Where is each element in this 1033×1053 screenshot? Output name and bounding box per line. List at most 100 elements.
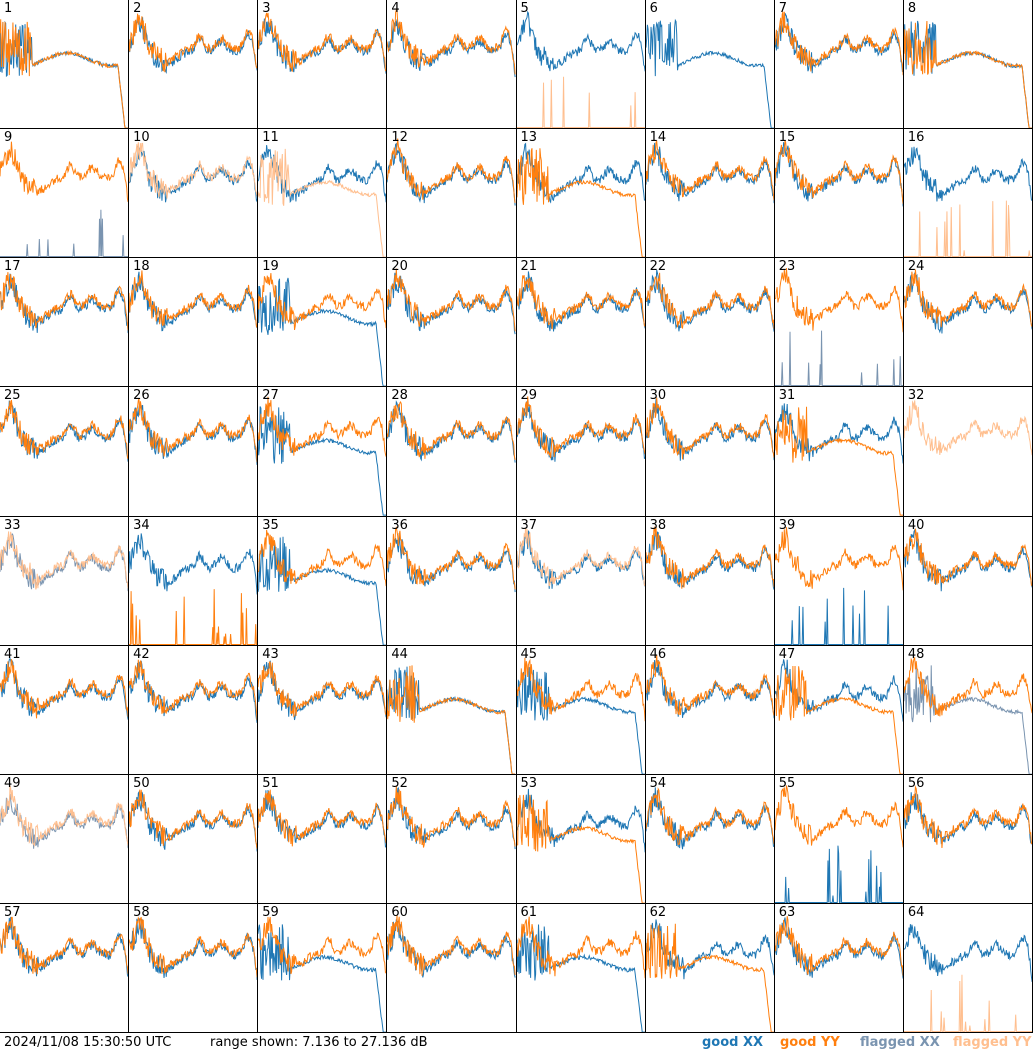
panel-13: 13 <box>516 129 646 259</box>
series-yy-line <box>775 666 903 774</box>
series-xx-line <box>904 792 1032 844</box>
panel-plot <box>387 0 515 128</box>
panel-plot <box>387 387 515 515</box>
panel-number: 28 <box>391 388 408 404</box>
series-yy-line <box>0 785 128 845</box>
panel-54: 54 <box>645 774 775 904</box>
panel-60: 60 <box>387 903 517 1033</box>
panel-plot <box>387 258 515 386</box>
panel-34: 34 <box>129 516 259 646</box>
panel-number: 47 <box>778 646 796 662</box>
panel-57: 57 <box>0 903 130 1033</box>
panel-plot <box>129 129 257 257</box>
series-yy-line <box>904 401 1032 456</box>
panel-number: 18 <box>133 259 150 275</box>
panel-plot <box>775 0 903 128</box>
panel-plot <box>258 646 386 774</box>
panel-number: 34 <box>133 517 150 533</box>
panel-number: 2 <box>133 1 142 16</box>
panel-number: 44 <box>391 646 408 662</box>
panel-49: 49 <box>0 774 130 904</box>
series-yy-line <box>258 917 386 974</box>
series-xx-line <box>129 405 257 466</box>
panel-plot <box>387 129 515 257</box>
series-yy-line <box>387 10 515 74</box>
series-xx-line <box>387 787 515 849</box>
panel-plot <box>0 129 128 257</box>
series-yy-line <box>387 527 515 589</box>
series-yy-line <box>517 528 645 586</box>
panel-number: 60 <box>391 904 408 920</box>
panel-59: 59 <box>258 903 388 1033</box>
panel-15: 15 <box>774 129 904 259</box>
panel-23: 23 <box>774 258 904 388</box>
series-yy-line <box>0 272 128 330</box>
panel-plot <box>517 646 645 774</box>
series-yy-line <box>258 662 386 717</box>
panel-plot <box>258 904 386 1032</box>
panel-plot <box>904 517 1032 645</box>
panel-61: 61 <box>516 903 646 1033</box>
panel-1: 1 <box>0 0 130 130</box>
series-yy-line <box>129 789 257 848</box>
panel-18: 18 <box>129 258 259 388</box>
series-xx-line <box>775 917 903 978</box>
panel-number: 9 <box>4 130 13 146</box>
legend-good-xx: good XX <box>702 1035 764 1050</box>
legend-flagged-yy: flagged YY <box>953 1035 1032 1050</box>
panel-10: 10 <box>129 129 259 259</box>
panel-plot <box>129 904 257 1032</box>
series-xx-line <box>517 272 645 332</box>
series-yy-line <box>775 140 903 203</box>
panel-51: 51 <box>258 774 388 904</box>
panel-number: 62 <box>649 904 667 920</box>
panel-21: 21 <box>516 258 646 388</box>
panel-number: 31 <box>778 388 796 404</box>
panel-plot <box>646 387 774 515</box>
panel-plot <box>387 517 515 645</box>
panel-number: 29 <box>520 388 538 404</box>
panel-number: 58 <box>133 904 150 920</box>
series-xx-line <box>904 924 1032 982</box>
series-yy-line <box>646 527 774 589</box>
series-yy-line <box>0 19 128 128</box>
panel-plot <box>775 646 903 774</box>
panel-19: 19 <box>258 258 388 388</box>
series-yy-line <box>387 269 515 332</box>
series-xx-line <box>129 533 257 594</box>
series-yy-line <box>129 142 257 198</box>
series-xx-line <box>0 210 128 257</box>
panel-38: 38 <box>645 516 775 646</box>
panel-number: 22 <box>649 259 667 275</box>
panel-9: 9 <box>0 129 130 259</box>
panel-6: 6 <box>645 0 775 130</box>
panel-number: 49 <box>4 775 21 791</box>
series-xx-line <box>387 533 515 592</box>
panel-46: 46 <box>645 645 775 775</box>
series-yy-line <box>0 142 128 202</box>
panel-number: 43 <box>262 646 279 662</box>
series-yy-line <box>517 77 645 128</box>
panel-11: 11 <box>258 129 388 259</box>
panel-plot <box>517 129 645 257</box>
panel-plot <box>129 517 257 645</box>
series-xx-line <box>258 790 386 847</box>
panel-plot <box>387 775 515 903</box>
series-yy-line <box>129 917 257 977</box>
panel-plot <box>0 387 128 515</box>
panel-number: 53 <box>520 775 538 791</box>
panel-number: 3 <box>262 1 271 16</box>
panel-plot <box>387 646 515 774</box>
series-yy-line <box>387 402 515 460</box>
panel-27: 27 <box>258 387 388 517</box>
panel-52: 52 <box>387 774 517 904</box>
series-xx-line <box>646 919 774 979</box>
footer: 2024/11/08 15:30:50 UTC range shown: 7.1… <box>0 1033 1033 1053</box>
panel-number: 14 <box>649 130 667 146</box>
series-yy-line <box>258 397 386 457</box>
panel-number: 35 <box>262 517 279 533</box>
series-xx-line <box>517 667 645 774</box>
series-yy-line <box>387 665 515 774</box>
panel-44: 44 <box>387 645 517 775</box>
